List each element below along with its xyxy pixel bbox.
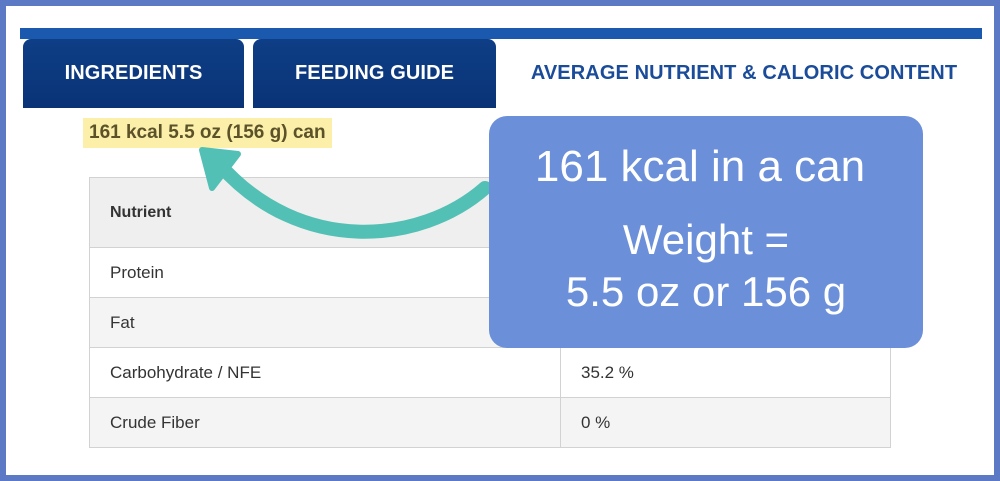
nutrient-name: Crude Fiber <box>89 397 561 448</box>
callout-line-calories: 161 kcal in a can <box>534 142 866 191</box>
calorie-highlight: 161 kcal 5.5 oz (156 g) can <box>83 118 332 148</box>
table-row: Carbohydrate / NFE 35.2 % <box>89 347 891 398</box>
tab-bar-accent <box>20 28 982 39</box>
callout-line-weight-label: Weight = <box>622 216 790 263</box>
nutrient-name: Fat <box>89 297 561 348</box>
tab-ingredients[interactable]: INGREDIENTS <box>23 39 244 108</box>
tab-bar: INGREDIENTS FEEDING GUIDE AVERAGE NUTRIE… <box>20 28 982 108</box>
tab-average-nutrient-caloric-content[interactable]: AVERAGE NUTRIENT & CALORIC CONTENT <box>506 39 982 108</box>
nutrient-name: Carbohydrate / NFE <box>89 347 561 398</box>
callout-line-weight-value: 5.5 oz or 156 g <box>565 268 847 315</box>
nutrient-value: 35.2 % <box>560 347 891 398</box>
annotation-arrow-icon <box>199 147 492 239</box>
nutrient-value: 0 % <box>560 397 891 448</box>
tab-feeding-guide[interactable]: FEEDING GUIDE <box>253 39 496 108</box>
table-row: Crude Fiber 0 % <box>89 397 891 448</box>
callout-box: 161 kcal in a can Weight = 5.5 oz or 156… <box>489 116 923 348</box>
